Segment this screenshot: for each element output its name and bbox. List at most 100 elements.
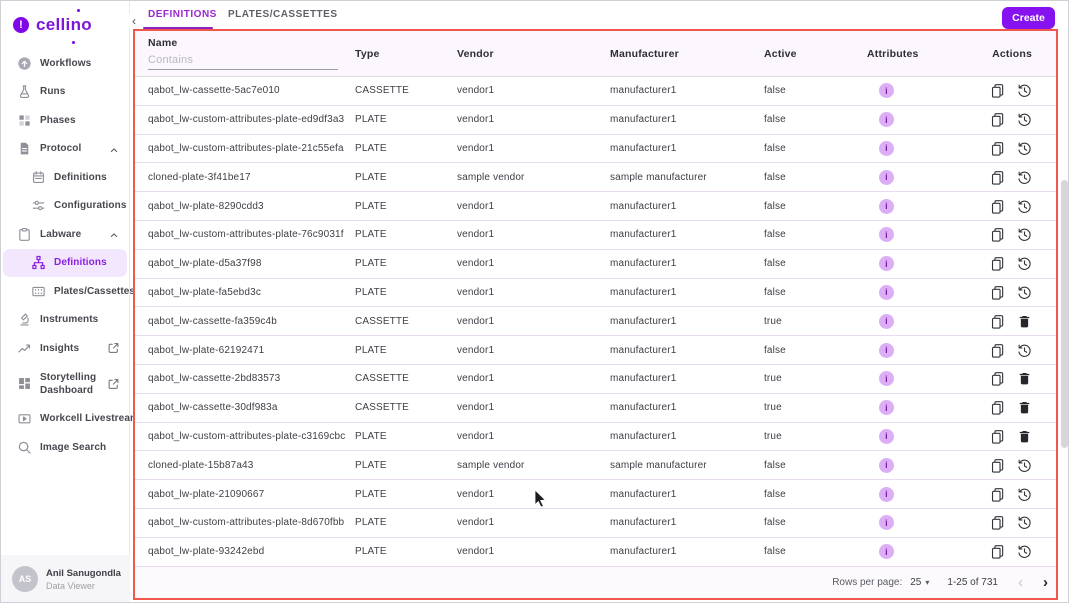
cell-active: false [764, 85, 786, 97]
delete-button[interactable] [1017, 371, 1032, 386]
restore-button[interactable] [1017, 515, 1032, 530]
copy-button[interactable] [990, 515, 1005, 530]
sidebar-item-workflows[interactable]: Workflows [0, 49, 130, 78]
name-filter-input[interactable] [148, 52, 338, 70]
sidebar-item-phases[interactable]: Phases [0, 106, 130, 135]
cell-attributes: i [867, 198, 983, 214]
attributes-info-badge[interactable]: i [879, 313, 894, 329]
restore-button[interactable] [1017, 170, 1032, 185]
cell-attributes: i [867, 169, 983, 185]
cell-active: false [764, 517, 786, 529]
restore-button[interactable] [1017, 227, 1032, 242]
cell-manufacturer: manufacturer1 [610, 430, 677, 442]
copy-button[interactable] [990, 371, 1005, 386]
sidebar-item-labware[interactable]: Labware [0, 220, 130, 249]
copy-button[interactable] [990, 429, 1005, 444]
brand-logo[interactable]: ! cellino [13, 9, 92, 44]
sidebar-item-plates-cassettes[interactable]: Plates/Cassettes [0, 277, 135, 306]
attributes-info-badge[interactable]: i [879, 371, 894, 387]
cell-vendor: vendor1 [457, 258, 495, 270]
attributes-info-badge[interactable]: i [879, 428, 894, 444]
sidebar-item-protocol-definitions[interactable]: Definitions [0, 163, 130, 192]
attributes-info-badge[interactable]: i [879, 112, 894, 128]
sidebar-item-instruments[interactable]: Instruments [0, 306, 130, 335]
copy-button[interactable] [990, 458, 1005, 473]
restore-button[interactable] [1017, 256, 1032, 271]
rows-per-page-select[interactable]: 25 ▾ [910, 576, 930, 588]
next-page-button[interactable]: › [1043, 573, 1048, 591]
cell-attributes: i [867, 284, 983, 300]
copy-button[interactable] [990, 256, 1005, 271]
copy-button[interactable] [990, 400, 1005, 415]
restore-button[interactable] [1017, 112, 1032, 127]
restore-button[interactable] [1017, 487, 1032, 502]
sidebar-item-image-search[interactable]: Image Search [0, 433, 130, 462]
cell-name: qabot_lw-plate-8290cdd3 [148, 200, 264, 212]
restore-button[interactable] [1017, 285, 1032, 300]
attributes-info-badge[interactable]: i [879, 227, 894, 243]
sidebar-item-storytelling-dashboard[interactable]: Storytelling Dashboard [0, 363, 130, 405]
restore-button[interactable] [1017, 141, 1032, 156]
attributes-info-badge[interactable]: i [879, 342, 894, 358]
cell-active: false [764, 344, 786, 356]
user-card[interactable]: AS Anil Sanugondla Data Viewer [0, 555, 130, 603]
restore-button[interactable] [1017, 83, 1032, 98]
sidebar-item-runs[interactable]: Runs [0, 78, 130, 107]
copy-button[interactable] [990, 141, 1005, 156]
sidebar-item-protocol-configurations[interactable]: Configurations [0, 192, 130, 221]
cell-type: CASSETTE [355, 315, 409, 327]
search-icon [16, 439, 32, 455]
table-body: qabot_lw-cassette-5ac7e010 CASSETTE vendor… [135, 77, 1056, 567]
copy-button[interactable] [990, 112, 1005, 127]
sidebar-collapse-button[interactable]: ‹ [128, 14, 140, 28]
attributes-info-badge[interactable]: i [879, 544, 894, 560]
sidebar-item-labware-definitions[interactable]: Definitions [3, 248, 127, 277]
cell-active: false [764, 546, 786, 558]
cell-name: qabot_lw-custom-attributes-plate-8d670fb… [148, 517, 345, 529]
cell-active: false [764, 171, 786, 183]
attributes-info-badge[interactable]: i [879, 140, 894, 156]
copy-button[interactable] [990, 343, 1005, 358]
copy-button[interactable] [990, 227, 1005, 242]
attributes-info-badge[interactable]: i [879, 486, 894, 502]
attributes-info-badge[interactable]: i [879, 256, 894, 272]
attributes-info-badge[interactable]: i [879, 457, 894, 473]
dashboard-icon [16, 376, 32, 392]
copy-button[interactable] [990, 285, 1005, 300]
chevron-up-icon[interactable] [108, 228, 120, 240]
cell-actions [983, 285, 1044, 300]
chevron-up-icon[interactable] [108, 143, 120, 155]
copy-button[interactable] [990, 487, 1005, 502]
sidebar-item-workcell-livestream[interactable]: Workcell Livestream [0, 405, 139, 434]
delete-button[interactable] [1017, 400, 1032, 415]
attributes-info-badge[interactable]: i [879, 515, 894, 531]
cell-actions [983, 227, 1044, 242]
restore-button[interactable] [1017, 199, 1032, 214]
cell-vendor: vendor1 [457, 114, 495, 126]
delete-button[interactable] [1017, 314, 1032, 329]
copy-button[interactable] [990, 314, 1005, 329]
previous-page-button[interactable]: ‹ [1018, 573, 1023, 591]
copy-button[interactable] [990, 199, 1005, 214]
restore-button[interactable] [1017, 458, 1032, 473]
table-row: qabot_lw-plate-d5a37f98 PLATE vendor1 manuf… [135, 250, 1056, 279]
copy-button[interactable] [990, 544, 1005, 559]
delete-button[interactable] [1017, 429, 1032, 444]
restore-button[interactable] [1017, 343, 1032, 358]
sidebar-item-insights[interactable]: Insights [0, 334, 130, 363]
copy-button[interactable] [990, 83, 1005, 99]
tab-definitions[interactable]: DEFINITIONS [148, 9, 217, 20]
restore-button[interactable] [1017, 544, 1032, 559]
cell-actions [983, 170, 1044, 185]
attributes-info-badge[interactable]: i [879, 198, 894, 214]
attributes-info-badge[interactable]: i [879, 169, 894, 185]
attributes-info-badge[interactable]: i [879, 400, 894, 416]
table-row: cloned-plate-3f41be17 PLATE sample vendor s… [135, 163, 1056, 193]
sidebar-item-protocol[interactable]: Protocol [0, 135, 130, 164]
vertical-scrollbar[interactable] [1061, 180, 1068, 448]
create-button[interactable]: Create [1002, 7, 1055, 29]
attributes-info-badge[interactable]: i [879, 83, 894, 99]
attributes-info-badge[interactable]: i [879, 284, 894, 300]
tab-plates-cassettes[interactable]: PLATES/CASSETTES [228, 9, 338, 20]
copy-button[interactable] [990, 170, 1005, 185]
